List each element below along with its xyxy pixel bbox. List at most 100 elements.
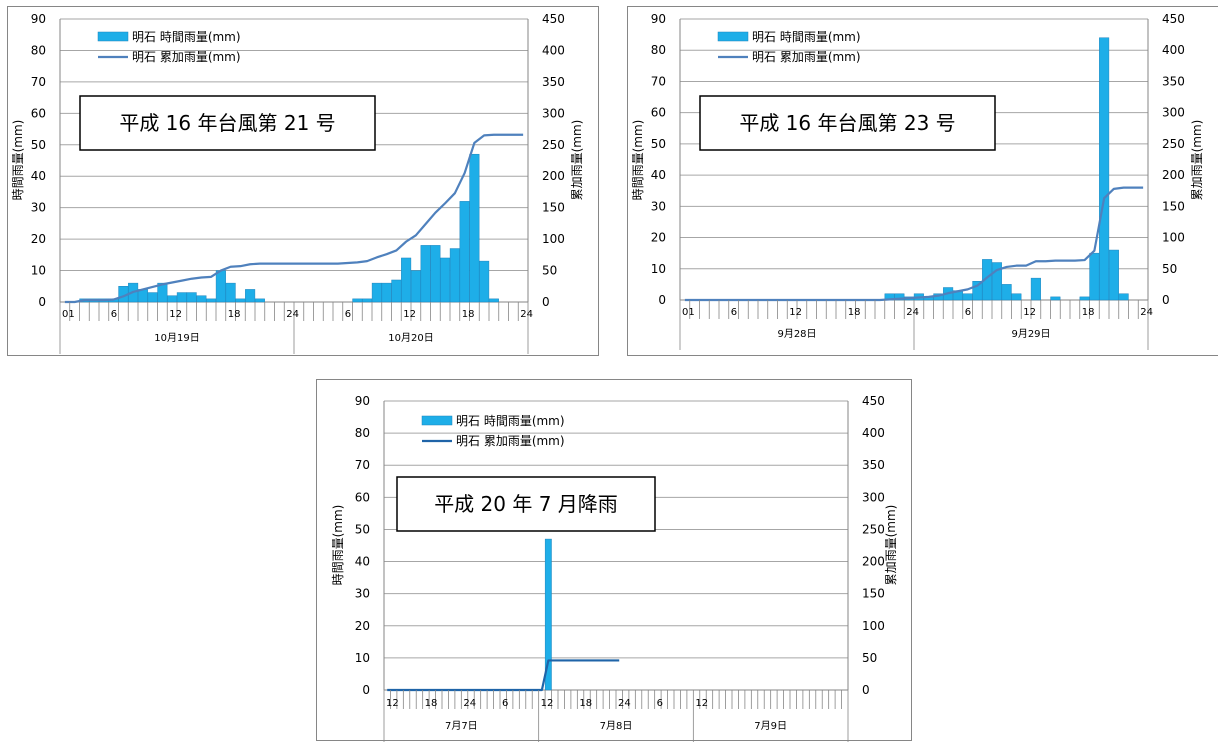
x-tick-label: 12: [403, 309, 416, 320]
hourly-rain-bar: [479, 260, 490, 303]
y2-tick-label: 200: [1162, 168, 1185, 182]
hourly-rain-bar: [1108, 249, 1119, 301]
chart-title: 平成 16 年台風第 21 号: [119, 111, 335, 135]
x-tick-label: 6: [965, 307, 971, 318]
legend-line-label: 明石 累加雨量(mm): [752, 50, 861, 64]
y2-tick-label: 400: [862, 426, 885, 440]
y-tick-label: 60: [355, 490, 370, 504]
y2-tick-label: 150: [862, 587, 885, 601]
y2-tick-label: 0: [1162, 293, 1170, 307]
y2-tick-label: 300: [1162, 106, 1185, 120]
x-tick-label: 12: [169, 309, 182, 320]
cumulative-rain-line: [64, 133, 524, 304]
date-label: 10月20日: [388, 332, 433, 344]
hourly-rain-bar: [420, 245, 431, 303]
y-tick-label: 10: [31, 264, 46, 278]
y-tick-label: 0: [658, 293, 666, 307]
x-tick-label: 6: [731, 307, 737, 318]
hourly-rain-bar: [1099, 37, 1110, 301]
hourly-rain-bar: [1030, 277, 1041, 301]
y-tick-label: 80: [31, 43, 46, 57]
hourly-rain-bar: [440, 257, 451, 303]
date-label: 7月7日: [445, 720, 478, 732]
y-tick-label: 0: [362, 683, 370, 697]
x-tick-label: 12: [695, 698, 708, 709]
hourly-rain-bar: [1001, 284, 1012, 301]
hourly-rain-bar: [1079, 296, 1090, 301]
y2-tick-label: 0: [542, 295, 550, 309]
chart-july2008-rain: 9080706050403020100450400350300250200150…: [331, 394, 898, 742]
hourly-rain-bar: [401, 257, 412, 303]
date-label: 7月8日: [600, 720, 633, 732]
chart-title-box: [79, 95, 376, 151]
date-label: 9月28日: [777, 328, 816, 340]
hourly-rain-bar: [167, 295, 178, 303]
hourly-rain-bar: [176, 292, 187, 303]
legend-bar-label: 明石 時間雨量(mm): [132, 30, 241, 44]
chart-panel-july2008: 90 80 70 60 50 40 30 20 10 0 450 400 350 300 250 200 150…: [316, 379, 912, 742]
y-tick-label: 60: [651, 106, 666, 120]
y2-tick-label: 150: [1162, 199, 1185, 213]
y-tick-label: 60: [31, 106, 46, 120]
y2-tick-label: 100: [862, 619, 885, 633]
y-tick-label: 0: [38, 295, 46, 309]
y2-tick-label: 400: [542, 43, 565, 57]
x-tick-label: 18: [425, 698, 438, 709]
y-tick-label: 40: [355, 555, 370, 569]
y2-tick-label: 100: [542, 232, 565, 246]
y2-tick-label: 350: [862, 458, 885, 472]
legend-bar-label: 明石 時間雨量(mm): [456, 414, 565, 428]
hourly-rain-bar: [991, 262, 1002, 301]
y2-tick-label: 50: [1162, 262, 1177, 276]
x-tick-label: 24: [520, 309, 533, 320]
hourly-rain-bar: [469, 153, 480, 303]
y-tick-label: 10: [355, 651, 370, 665]
hourly-rain-bar: [1089, 252, 1100, 301]
y-axis-title: 時間雨量(mm): [631, 120, 645, 201]
y2-tick-label: 200: [542, 169, 565, 183]
date-label: 9月29日: [1011, 328, 1050, 340]
legend-bar-swatch: [421, 415, 453, 426]
hourly-rain-bar: [254, 298, 265, 303]
x-tick-label: 6: [657, 698, 663, 709]
x-tick-label: 18: [579, 698, 592, 709]
y2-tick-label: 350: [542, 75, 565, 89]
hourly-rain-bar: [215, 270, 226, 303]
y2-tick-label: 50: [862, 651, 877, 665]
y-tick-label: 20: [31, 232, 46, 246]
chart-title-box: [699, 95, 996, 151]
cumulative-rain-line: [387, 659, 620, 692]
hourly-rain-bar: [235, 298, 246, 303]
hourly-rain-bar: [1118, 293, 1129, 301]
y2-tick-label: 450: [542, 12, 565, 26]
x-tick-label: 24: [906, 307, 919, 318]
legend-bar-swatch: [717, 31, 749, 42]
hourly-rain-bar: [962, 293, 973, 301]
x-tick-label: 18: [1082, 307, 1095, 318]
hourly-rain-bar: [186, 292, 197, 303]
y-tick-label: 90: [651, 12, 666, 26]
hourly-rain-bar: [157, 282, 168, 303]
y2-tick-label: 200: [862, 555, 885, 569]
y-tick-label: 50: [651, 137, 666, 151]
hourly-rain-bar: [391, 279, 402, 303]
y-tick-label: 30: [651, 199, 666, 213]
x-tick-label: 6: [502, 698, 508, 709]
y2-tick-label: 50: [542, 264, 557, 278]
y2-axis-title: 累加雨量(mm): [1190, 120, 1204, 201]
hourly-rain-bar: [449, 248, 460, 303]
x-tick-label: 24: [618, 698, 631, 709]
x-tick-label: 18: [228, 309, 241, 320]
hourly-rain-bar: [381, 282, 392, 303]
x-tick-label: 24: [1140, 307, 1153, 318]
y-tick-label: 30: [355, 587, 370, 601]
y2-tick-label: 100: [1162, 231, 1185, 245]
x-tick-label: 24: [463, 698, 476, 709]
hourly-rain-bar: [1050, 296, 1061, 301]
chart-panel-typhoon21: 90 80 70 60 50 40 30 20 10 0 450 400 350 300 250 200 150…: [7, 6, 599, 356]
chart-title: 平成 16 年台風第 23 号: [739, 111, 955, 135]
y-tick-label: 40: [31, 169, 46, 183]
hourly-rain-bar: [206, 298, 217, 303]
hourly-rain-bar: [430, 245, 441, 303]
x-tick-label: 6: [111, 309, 117, 320]
